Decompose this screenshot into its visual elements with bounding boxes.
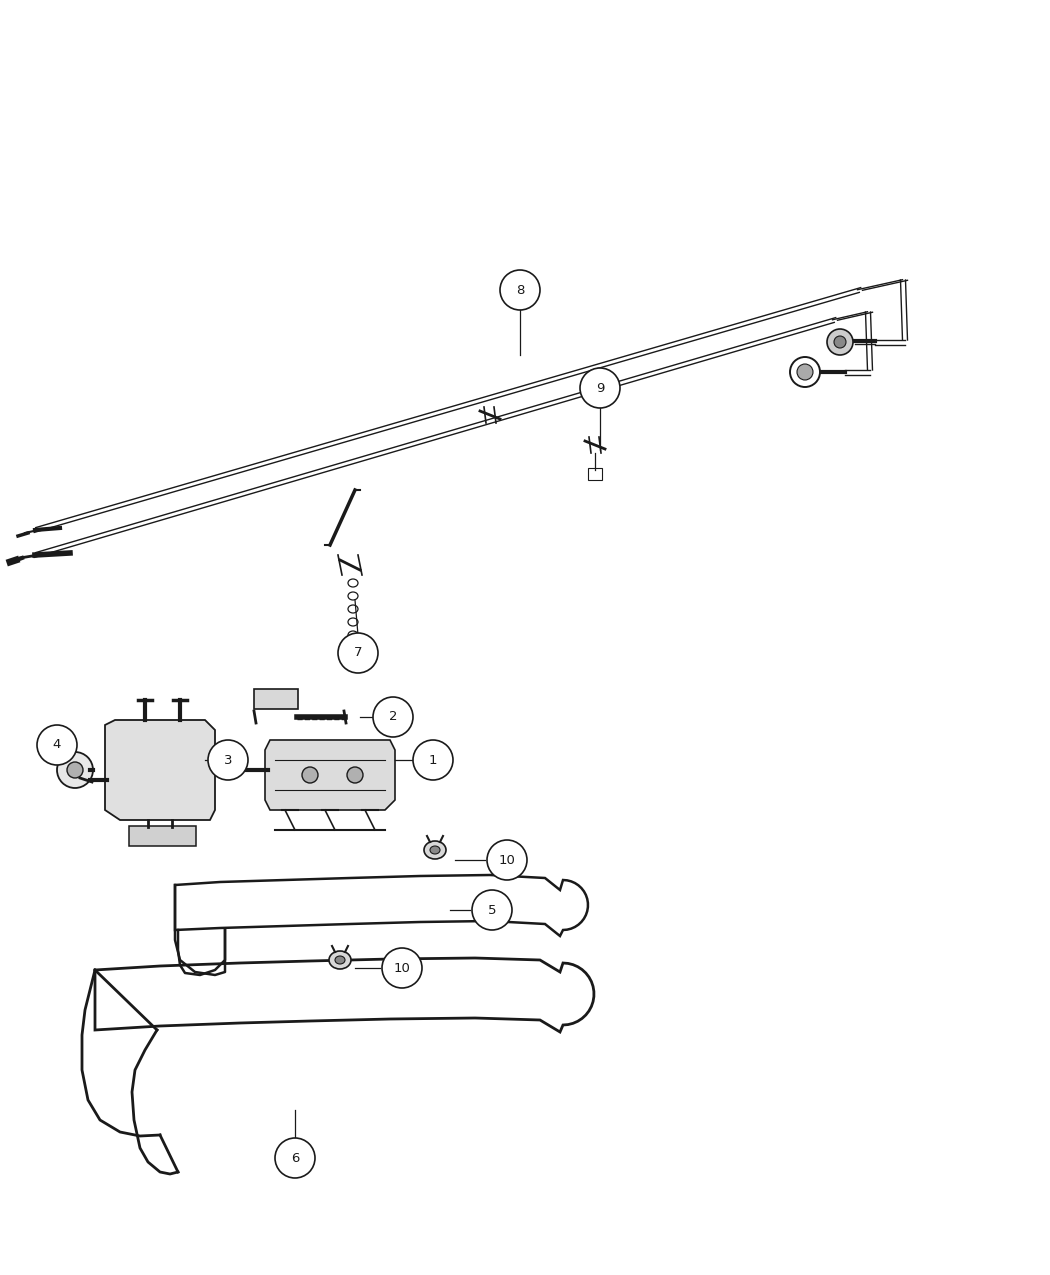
Text: 1: 1 <box>428 754 437 766</box>
Text: 10: 10 <box>499 853 516 867</box>
Polygon shape <box>105 720 215 820</box>
Circle shape <box>37 725 77 765</box>
Polygon shape <box>175 875 588 936</box>
Circle shape <box>302 768 318 783</box>
FancyBboxPatch shape <box>254 688 298 709</box>
Circle shape <box>472 890 512 929</box>
Circle shape <box>500 270 540 310</box>
Circle shape <box>338 632 378 673</box>
Text: 7: 7 <box>354 646 362 659</box>
Circle shape <box>57 752 93 788</box>
Circle shape <box>413 740 453 780</box>
Circle shape <box>67 762 83 778</box>
Text: 6: 6 <box>291 1151 299 1164</box>
Text: 10: 10 <box>394 961 411 974</box>
Circle shape <box>382 949 422 988</box>
Circle shape <box>790 357 820 388</box>
FancyBboxPatch shape <box>129 826 196 847</box>
Ellipse shape <box>335 956 345 964</box>
Text: 4: 4 <box>52 738 61 751</box>
Ellipse shape <box>329 951 351 969</box>
Text: 8: 8 <box>516 283 524 297</box>
Circle shape <box>487 840 527 880</box>
Circle shape <box>275 1139 315 1178</box>
Circle shape <box>373 697 413 737</box>
Ellipse shape <box>424 842 446 859</box>
Text: 2: 2 <box>388 710 397 723</box>
Polygon shape <box>265 740 395 810</box>
Polygon shape <box>94 958 594 1031</box>
Circle shape <box>834 337 846 348</box>
Circle shape <box>208 740 248 780</box>
Circle shape <box>797 363 813 380</box>
Text: 9: 9 <box>595 381 604 394</box>
Circle shape <box>580 368 620 408</box>
Text: 3: 3 <box>224 754 232 766</box>
Ellipse shape <box>430 847 440 854</box>
Circle shape <box>346 768 363 783</box>
Text: 5: 5 <box>488 904 497 917</box>
Circle shape <box>827 329 853 354</box>
